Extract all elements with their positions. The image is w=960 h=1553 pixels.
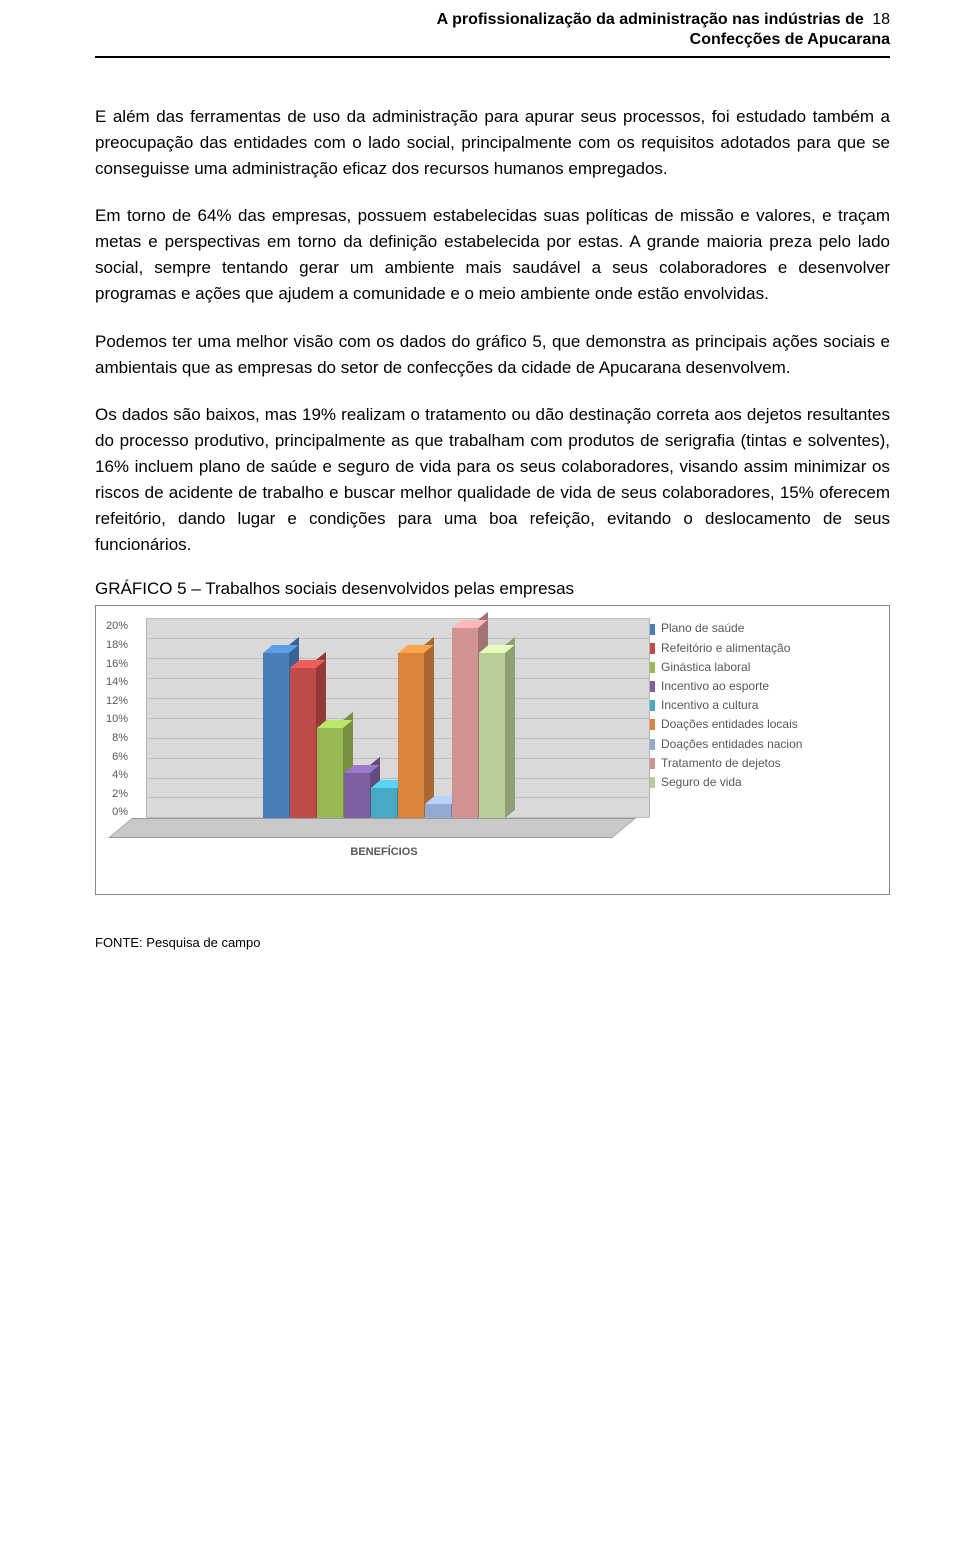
chart-bar — [317, 728, 343, 818]
legend-item: Refeitório e alimentação — [644, 642, 879, 655]
page-number: 18 — [872, 11, 890, 28]
source-note: FONTE: Pesquisa de campo — [95, 935, 890, 950]
y-tick: 0% — [112, 806, 128, 818]
header-title-line2: Confecções de Apucarana — [95, 30, 890, 50]
y-tick: 10% — [106, 713, 128, 725]
chart-container: 20%18%16%14%12%10%8%6%4%2%0% BENEFÍCIOS … — [95, 605, 890, 895]
chart-legend: Plano de saúde Refeitório e alimentação Gi… — [644, 618, 879, 858]
chart-y-axis: 20% 18% 16% 14% 12% 10% 8% 6% 4% 2% 0% — [106, 618, 132, 818]
legend-label: Plano de saúde — [661, 622, 744, 635]
chart-bar — [398, 653, 424, 818]
legend-label: Doações entidades nacion — [661, 738, 802, 751]
legend-item: Tratamento de dejetos — [644, 757, 879, 770]
chart-bar — [452, 628, 478, 818]
legend-label: Incentivo ao esporte — [661, 680, 769, 693]
chart-bar — [290, 668, 316, 818]
paragraph-2: Em torno de 64% das empresas, possuem es… — [95, 203, 890, 306]
legend-item: Incentivo a cultura — [644, 699, 879, 712]
legend-item: Doações entidades nacion — [644, 738, 879, 751]
chart-floor — [108, 818, 636, 838]
chart-bars — [132, 618, 636, 818]
legend-item: Seguro de vida — [644, 776, 879, 789]
legend-label: Ginástica laboral — [661, 661, 750, 674]
paragraph-4: Os dados são baixos, mas 19% realizam o … — [95, 402, 890, 557]
chart-title: GRÁFICO 5 – Trabalhos sociais desenvolvi… — [95, 579, 890, 599]
y-tick: 2% — [112, 788, 128, 800]
y-tick: 14% — [106, 676, 128, 688]
y-tick: 20% — [106, 620, 128, 632]
chart-bar — [371, 788, 397, 818]
y-tick: 8% — [112, 732, 128, 744]
legend-label: Refeitório e alimentação — [661, 642, 790, 655]
header-title-line1: A profissionalização da administração na… — [437, 11, 864, 28]
page-header: A profissionalização da administração na… — [95, 10, 890, 50]
y-tick: 18% — [106, 639, 128, 651]
header-divider — [95, 56, 890, 58]
legend-label: Incentivo a cultura — [661, 699, 758, 712]
chart-bar — [263, 653, 289, 818]
y-tick: 12% — [106, 695, 128, 707]
chart-bar — [479, 653, 505, 818]
legend-item: Plano de saúde — [644, 622, 879, 635]
paragraph-1: E além das ferramentas de uso da adminis… — [95, 104, 890, 181]
chart-bar — [344, 773, 370, 818]
legend-item: Incentivo ao esporte — [644, 680, 879, 693]
legend-label: Seguro de vida — [661, 776, 742, 789]
y-tick: 16% — [106, 658, 128, 670]
y-tick: 4% — [112, 769, 128, 781]
body-text: E além das ferramentas de uso da adminis… — [95, 104, 890, 557]
chart-plot: BENEFÍCIOS — [132, 618, 636, 858]
paragraph-3: Podemos ter uma melhor visão com os dado… — [95, 329, 890, 381]
y-tick: 6% — [112, 751, 128, 763]
chart-x-label: BENEFÍCIOS — [132, 846, 636, 858]
legend-label: Tratamento de dejetos — [661, 757, 781, 770]
legend-item: Ginástica laboral — [644, 661, 879, 674]
chart-bar — [425, 804, 451, 818]
legend-item: Doações entidades locais — [644, 718, 879, 731]
legend-label: Doações entidades locais — [661, 718, 798, 731]
